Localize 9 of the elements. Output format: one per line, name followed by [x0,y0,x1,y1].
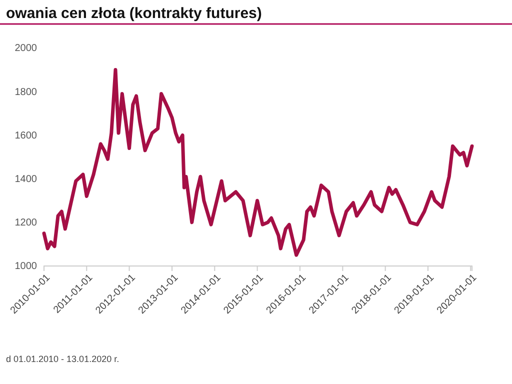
y-tick-label: 1600 [14,130,38,142]
y-tick-label: 2000 [14,43,38,54]
chart-title: owania cen złota (kontrakty futures) [6,5,262,22]
line-series [42,68,474,257]
y-tick-label: 1000 [14,261,38,272]
text: d 01.01.2010 - 13.01.2020 r. [6,354,120,364]
y-tick-label: 1200 [14,218,38,229]
y-tick-label: 1400 [14,174,38,185]
y-tick-label: 1800 [14,86,38,98]
